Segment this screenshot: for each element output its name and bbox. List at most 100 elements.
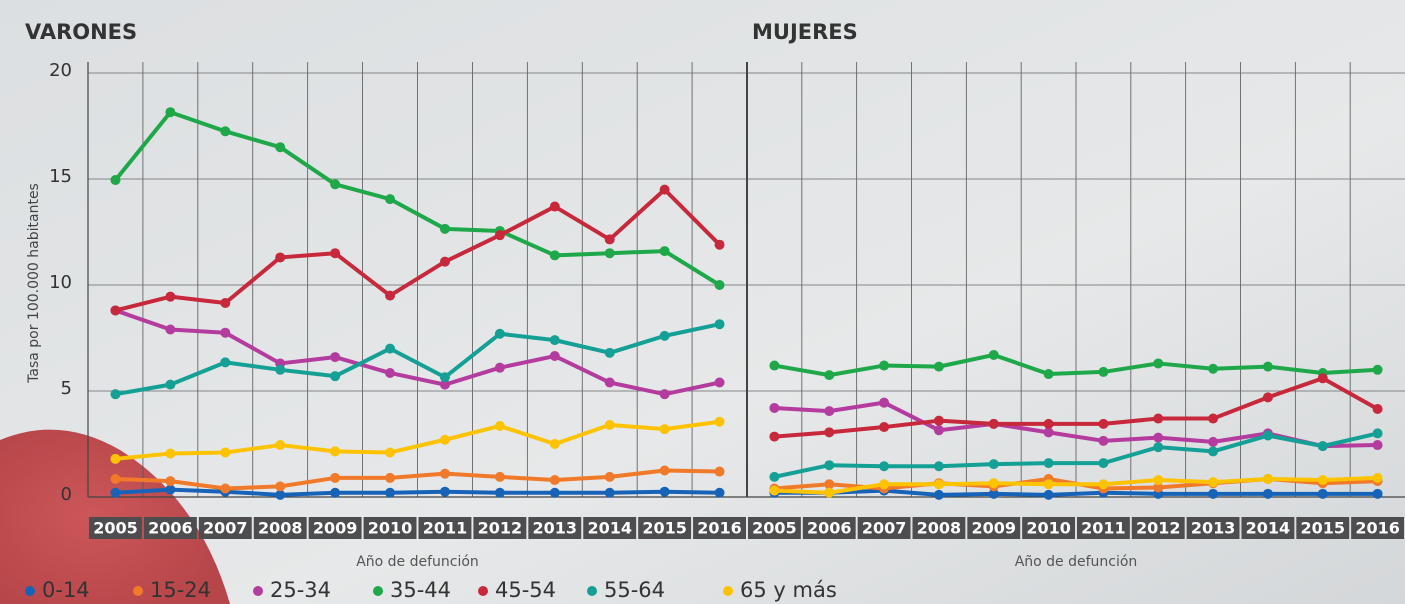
data-point — [715, 319, 725, 329]
data-point — [879, 361, 889, 371]
data-point — [1098, 479, 1108, 489]
data-point — [110, 454, 120, 464]
data-point — [715, 467, 725, 477]
y-tick-label: 0 — [61, 484, 72, 505]
data-point — [1318, 489, 1328, 499]
data-point — [660, 424, 670, 434]
data-point — [220, 328, 230, 338]
data-point — [660, 246, 670, 256]
data-point — [1098, 436, 1108, 446]
data-point — [440, 487, 450, 497]
y-tick-label: 5 — [61, 378, 72, 399]
data-point — [879, 398, 889, 408]
y-tick-label: 20 — [49, 60, 72, 81]
x-tick-label: 2008 — [258, 519, 303, 538]
data-point — [440, 257, 450, 267]
x-tick-label: 2005 — [752, 519, 797, 538]
legend-label: 25-34 — [270, 578, 331, 602]
data-point — [1208, 446, 1218, 456]
data-point — [769, 403, 779, 413]
panel-title: VARONES — [25, 20, 137, 44]
data-point — [605, 378, 615, 388]
x-tick-label: 2014 — [587, 519, 632, 538]
data-point — [989, 350, 999, 360]
legend-marker — [587, 586, 597, 596]
data-point — [275, 365, 285, 375]
data-point — [1153, 433, 1163, 443]
data-point — [1153, 442, 1163, 452]
data-point — [715, 280, 725, 290]
data-point — [1263, 392, 1273, 402]
data-point — [769, 486, 779, 496]
data-point — [495, 472, 505, 482]
data-point — [165, 380, 175, 390]
data-point — [1318, 441, 1328, 451]
data-point — [1044, 419, 1054, 429]
data-point — [1044, 490, 1054, 500]
data-point — [165, 325, 175, 335]
data-point — [934, 416, 944, 426]
data-point — [275, 252, 285, 262]
x-tick-label: 2006 — [148, 519, 193, 538]
data-point — [989, 419, 999, 429]
x-tick-label: 2008 — [917, 519, 962, 538]
legend-label: 0-14 — [42, 578, 90, 602]
data-point — [495, 230, 505, 240]
data-point — [769, 472, 779, 482]
data-point — [1263, 362, 1273, 372]
data-point — [495, 329, 505, 339]
data-point — [934, 362, 944, 372]
x-tick-label: 2015 — [1300, 519, 1345, 538]
data-point — [934, 490, 944, 500]
data-point — [110, 488, 120, 498]
data-point — [934, 461, 944, 471]
x-tick-label: 2010 — [368, 519, 413, 538]
data-point — [605, 248, 615, 258]
data-point — [110, 389, 120, 399]
data-point — [385, 447, 395, 457]
data-point — [440, 372, 450, 382]
data-point — [330, 473, 340, 483]
data-point — [550, 439, 560, 449]
x-tick-label: 2009 — [971, 519, 1016, 538]
data-point — [1373, 365, 1383, 375]
data-point — [220, 357, 230, 367]
data-point — [440, 469, 450, 479]
data-point — [1153, 358, 1163, 368]
data-point — [1208, 477, 1218, 487]
x-tick-label: 2016 — [1355, 519, 1400, 538]
y-axis-title: Tasa por 100.000 habitantes — [26, 183, 42, 384]
legend-label: 35-44 — [390, 578, 451, 602]
data-point — [824, 427, 834, 437]
legend-marker — [373, 586, 383, 596]
legend-marker — [723, 586, 733, 596]
legend-marker — [133, 586, 143, 596]
data-point — [1318, 373, 1328, 383]
data-point — [1044, 479, 1054, 489]
data-point — [715, 378, 725, 388]
legend-marker — [253, 586, 263, 596]
data-point — [769, 432, 779, 442]
data-point — [715, 417, 725, 427]
data-point — [1263, 474, 1273, 484]
data-point — [550, 202, 560, 212]
panel-title: MUJERES — [752, 20, 858, 44]
data-point — [330, 179, 340, 189]
y-tick-label: 10 — [49, 272, 72, 293]
data-point — [165, 107, 175, 117]
data-point — [275, 142, 285, 152]
chart: VARONES051015202005200620072008200920102… — [0, 0, 1405, 604]
data-point — [220, 298, 230, 308]
x-axis-title: Año de defunción — [356, 554, 479, 570]
data-point — [165, 292, 175, 302]
data-point — [110, 305, 120, 315]
x-tick-label: 2014 — [1246, 519, 1291, 538]
data-point — [660, 331, 670, 341]
data-point — [385, 291, 395, 301]
x-tick-label: 2012 — [1136, 519, 1181, 538]
data-point — [605, 420, 615, 430]
data-point — [824, 370, 834, 380]
x-tick-label: 2005 — [93, 519, 138, 538]
data-point — [330, 371, 340, 381]
data-point — [715, 488, 725, 498]
